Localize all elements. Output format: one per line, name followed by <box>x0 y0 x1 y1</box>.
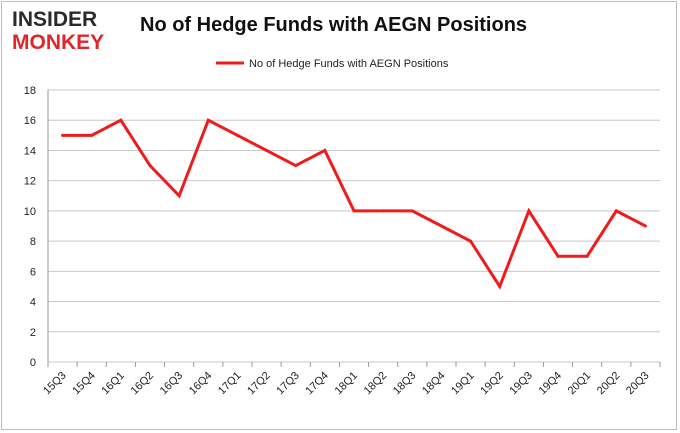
x-tick-label-17Q4: 17Q4 <box>303 370 331 398</box>
logo-line-1: INSIDER <box>12 8 98 31</box>
x-tick-label-20Q1: 20Q1 <box>566 370 594 398</box>
y-tick-label: 6 <box>30 266 36 278</box>
x-tick-label-16Q1: 16Q1 <box>99 370 127 398</box>
y-tick-label: 2 <box>30 327 36 339</box>
x-tick-label-15Q3: 15Q3 <box>41 370 69 398</box>
insider-monkey-logo: INSIDER MONKEY <box>12 8 130 56</box>
x-tick-label-17Q1: 17Q1 <box>216 370 244 398</box>
data-point <box>177 194 181 198</box>
data-point <box>439 224 443 228</box>
data-point <box>614 209 618 213</box>
y-tick-label: 16 <box>24 115 36 127</box>
data-point <box>61 133 65 137</box>
x-tick-label-20Q2: 20Q2 <box>595 370 623 398</box>
data-point <box>323 148 327 152</box>
data-point <box>352 209 356 213</box>
x-tick-label-18Q1: 18Q1 <box>333 370 361 398</box>
y-tick-label: 18 <box>24 85 36 97</box>
y-tick-label: 4 <box>30 297 36 309</box>
x-tick-label-16Q3: 16Q3 <box>158 370 186 398</box>
chart-title: No of Hedge Funds with AEGN Positions <box>140 14 528 36</box>
x-tick-label-17Q3: 17Q3 <box>274 370 302 398</box>
x-tick-label-19Q3: 19Q3 <box>507 370 535 398</box>
x-tick-label-18Q2: 18Q2 <box>362 370 390 398</box>
x-tick-label-18Q4: 18Q4 <box>420 370 448 398</box>
x-tick-label-20Q3: 20Q3 <box>624 370 652 398</box>
series-line-0 <box>62 118 647 290</box>
data-point <box>643 224 647 228</box>
data-point <box>410 209 414 213</box>
y-tick-label: 8 <box>30 236 36 248</box>
x-tick-label-16Q4: 16Q4 <box>187 370 215 398</box>
y-tick-label: 14 <box>24 145 36 157</box>
legend: No of Hedge Funds with AEGN Positions <box>216 58 449 70</box>
grid-lines <box>47 89 661 367</box>
data-point <box>119 118 123 122</box>
logo-line-2: MONKEY <box>12 31 105 54</box>
data-point <box>469 239 473 243</box>
x-tick-label-19Q4: 19Q4 <box>537 370 565 398</box>
y-tick-label: 0 <box>30 357 36 369</box>
data-point <box>556 254 560 258</box>
data-point <box>381 209 385 213</box>
x-tick-label-18Q3: 18Q3 <box>391 370 419 398</box>
data-point <box>498 284 502 288</box>
x-tick-label-19Q2: 19Q2 <box>478 370 506 398</box>
y-tick-label: 10 <box>24 206 36 218</box>
legend-label: No of Hedge Funds with AEGN Positions <box>249 58 449 70</box>
series-layer <box>61 118 647 290</box>
y-axis-ticks: 0 2 4 6 8 10 12 14 16 18 <box>24 85 36 369</box>
data-point <box>585 254 589 258</box>
y-tick-label: 12 <box>24 176 36 188</box>
data-point <box>294 164 298 168</box>
x-tick-label-19Q1: 19Q1 <box>449 370 477 398</box>
x-tick-label-15Q4: 15Q4 <box>70 370 98 398</box>
data-point <box>90 133 94 137</box>
data-point <box>235 133 239 137</box>
data-point <box>206 118 210 122</box>
data-point <box>148 164 152 168</box>
data-point <box>527 209 531 213</box>
x-tick-label-17Q2: 17Q2 <box>245 370 273 398</box>
data-point <box>265 148 269 152</box>
x-axis-ticks: 15Q3 15Q4 16Q1 16Q2 16Q3 16Q4 17Q1 17Q2 17Q3 17Q4… <box>41 370 651 398</box>
x-tick-label-16Q2: 16Q2 <box>129 370 157 398</box>
